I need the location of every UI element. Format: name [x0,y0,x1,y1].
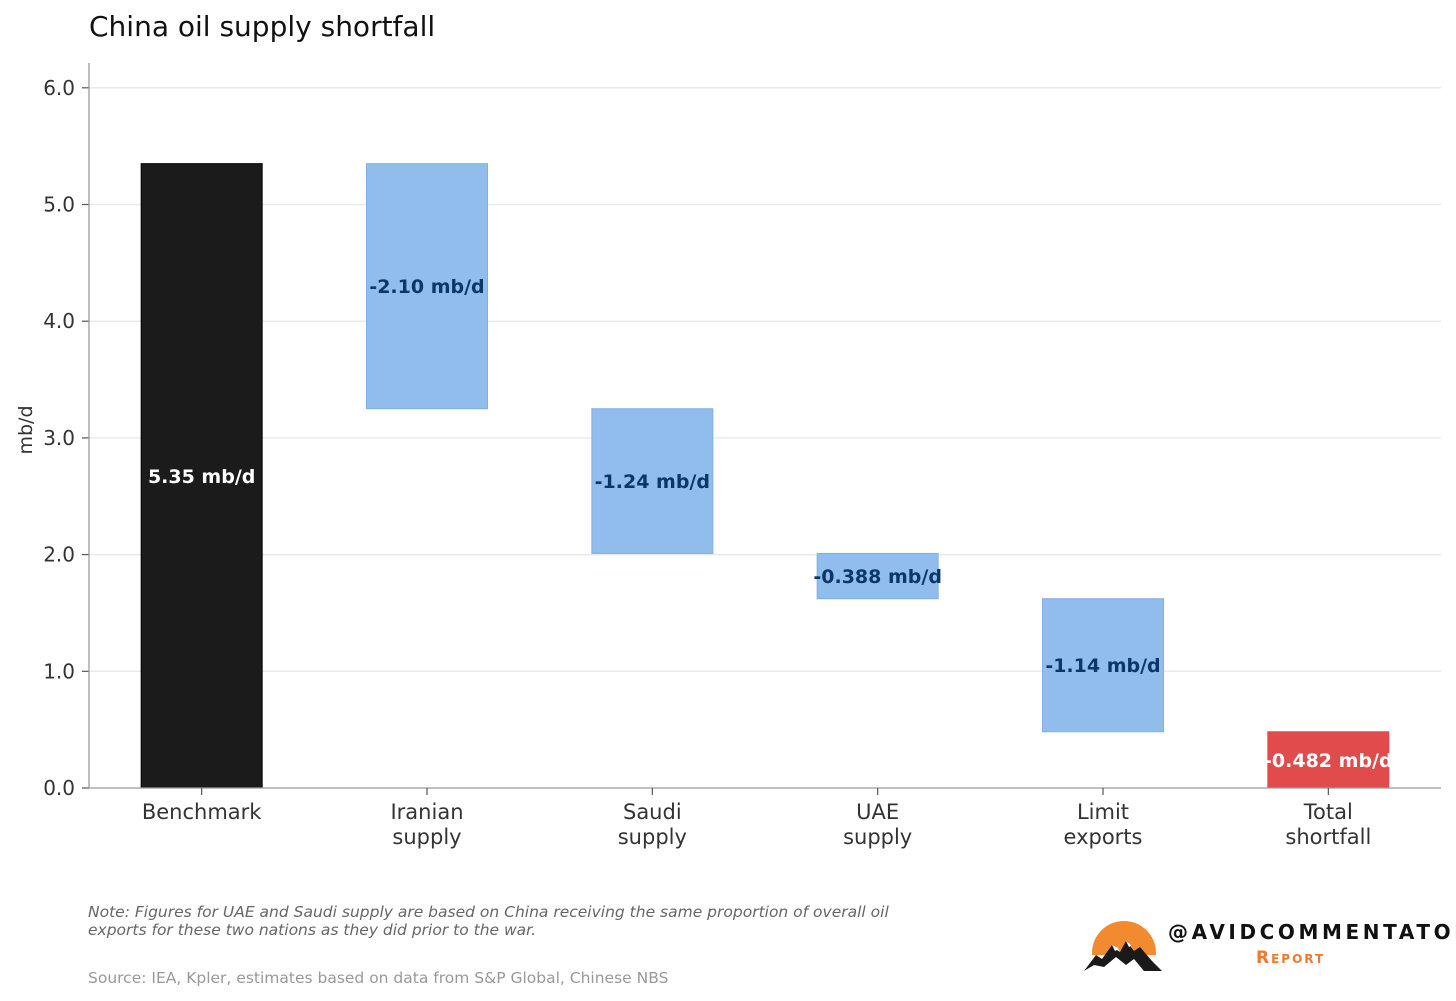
y-tick-label: 4.0 [43,309,75,333]
y-tick-label: 6.0 [43,76,75,100]
y-tick-label: 3.0 [43,426,75,450]
bar-value-label: -0.482 mb/d [1264,750,1393,772]
x-category-label: UAE supply [843,800,912,849]
bar-benchmark [140,163,263,789]
bar-value-label: 5.35 mb/d [148,466,255,488]
bar-saudi-supply [591,408,714,554]
y-axis-label: mb/d [15,405,37,454]
chart-note: Note: Figures for UAE and Saudi supply a… [88,903,889,939]
y-tick-label: 2.0 [43,543,75,567]
bar-limit-exports [1042,598,1164,733]
bar-value-label: -0.388 mb/d [813,566,942,588]
x-category-label: Iranian supply [390,800,463,849]
mountain-sun-icon [1082,921,1166,977]
bar-value-label: -2.10 mb/d [369,276,484,298]
bar-value-label: -1.14 mb/d [1045,655,1160,677]
bar-uae-supply [816,552,939,600]
axes: 0.0 1.0 2.0 3.0 4.0 5.0 6.0 Benchmark Iranian sup… [43,63,1441,849]
brand-logo-block: @AVIDCOMMENTATOR Report [1082,915,1456,977]
brand-handle: @AVIDCOMMENTATOR [1168,920,1456,944]
chart-source: Source: IEA, Kpler, estimates based on d… [88,969,669,987]
bar-total-shortfall [1267,731,1390,789]
x-category-label: Total shortfall [1285,800,1371,849]
bar-iranian-supply [366,163,488,410]
gridlines [89,87,1441,673]
x-category-label: Benchmark [142,800,262,824]
x-category-label: Saudi supply [618,800,687,849]
y-tick-label: 0.0 [43,776,75,800]
y-tick-label: 5.0 [43,193,75,217]
x-category-label: Limit exports [1064,800,1143,849]
bars: 5.35 mb/d -2.10 mb/d -1.24 mb/d -0.388 mb/d… [140,163,1393,789]
chart-title: China oil supply shortfall [89,10,435,43]
bar-value-label: -1.24 mb/d [595,471,710,493]
brand-subtitle: Report [1256,948,1326,968]
y-tick-label: 1.0 [43,659,75,683]
